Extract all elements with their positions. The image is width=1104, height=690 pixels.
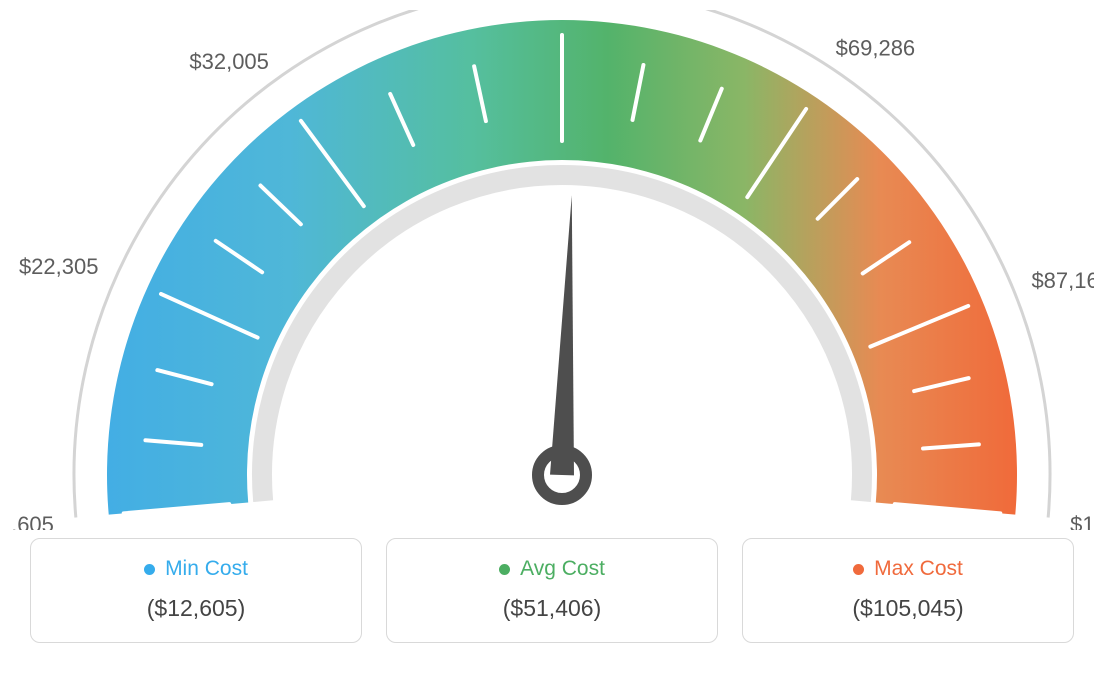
summary-cards: Min Cost ($12,605) Avg Cost ($51,406) Ma… <box>10 538 1094 643</box>
min-cost-label: Min Cost <box>165 557 248 581</box>
gauge-svg: $12,605$22,305$32,005$51,406$69,286$87,1… <box>10 10 1094 530</box>
dot-icon <box>853 564 864 575</box>
gauge-tick-label: $12,605 <box>10 512 54 530</box>
gauge-tick-label: $69,286 <box>836 36 916 61</box>
gauge-tick-label: $22,305 <box>19 254 99 279</box>
max-cost-label: Max Cost <box>874 557 963 581</box>
avg-cost-value: ($51,406) <box>397 595 707 622</box>
avg-cost-label: Avg Cost <box>520 557 605 581</box>
min-cost-card: Min Cost ($12,605) <box>30 538 362 643</box>
dot-icon <box>144 564 155 575</box>
gauge-tick-label: $87,166 <box>1031 268 1094 293</box>
gauge-tick-label: $32,005 <box>189 49 269 74</box>
max-cost-card: Max Cost ($105,045) <box>742 538 1074 643</box>
avg-cost-card: Avg Cost ($51,406) <box>386 538 718 643</box>
cost-gauge: $12,605$22,305$32,005$51,406$69,286$87,1… <box>10 10 1094 530</box>
min-cost-value: ($12,605) <box>41 595 351 622</box>
dot-icon <box>499 564 510 575</box>
gauge-tick-label: $105,045 <box>1070 512 1094 530</box>
max-cost-value: ($105,045) <box>753 595 1063 622</box>
